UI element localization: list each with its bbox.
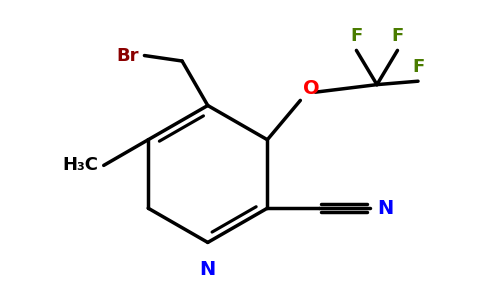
Text: Br: Br	[117, 46, 139, 64]
Text: N: N	[377, 199, 393, 218]
Text: F: F	[392, 27, 404, 45]
Text: F: F	[350, 27, 363, 45]
Text: F: F	[412, 58, 424, 76]
Text: N: N	[199, 260, 216, 279]
Text: H₃C: H₃C	[62, 156, 98, 174]
Text: O: O	[303, 79, 320, 98]
